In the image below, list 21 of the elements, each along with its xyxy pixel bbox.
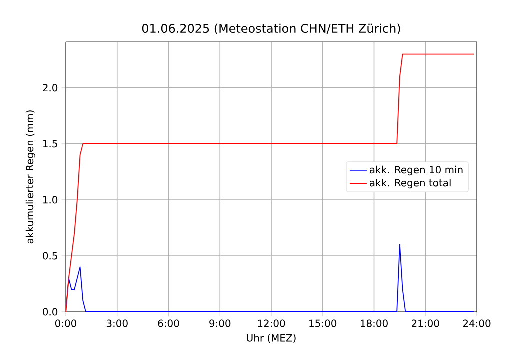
x-axis-title: Uhr (MEZ) (247, 334, 296, 344)
chart-title: 01.06.2025 (Meteostation CHN/ETH Zürich) (142, 24, 400, 34)
x-tick-label: 18:00 (360, 320, 388, 328)
x-tick-label: 0:00 (55, 320, 77, 328)
y-tick-label: 1.0 (43, 196, 58, 204)
y-tick-label: 0.0 (43, 308, 58, 316)
y-tick-label: 2.0 (43, 84, 58, 92)
line-series (66, 244, 475, 312)
x-tick-label: 9:00 (210, 320, 231, 328)
y-tick-label: 1.5 (43, 140, 58, 148)
x-tick-label: 15:00 (310, 320, 337, 328)
x-tick-label: 24:00 (463, 320, 491, 328)
line-series (66, 54, 475, 312)
x-tick-label: 12:00 (258, 320, 286, 328)
y-tick-label: 0.5 (43, 252, 58, 260)
x-tick-label: 6:00 (158, 320, 180, 328)
y-axis-title: akkumulierter Regen (mm) (26, 110, 36, 244)
x-tick-label: 21:00 (412, 320, 440, 328)
legend-label: akk. Regen 10 min (370, 166, 463, 176)
legend-label: akk. Regen total (370, 178, 451, 189)
x-tick-label: 3:00 (106, 320, 128, 328)
